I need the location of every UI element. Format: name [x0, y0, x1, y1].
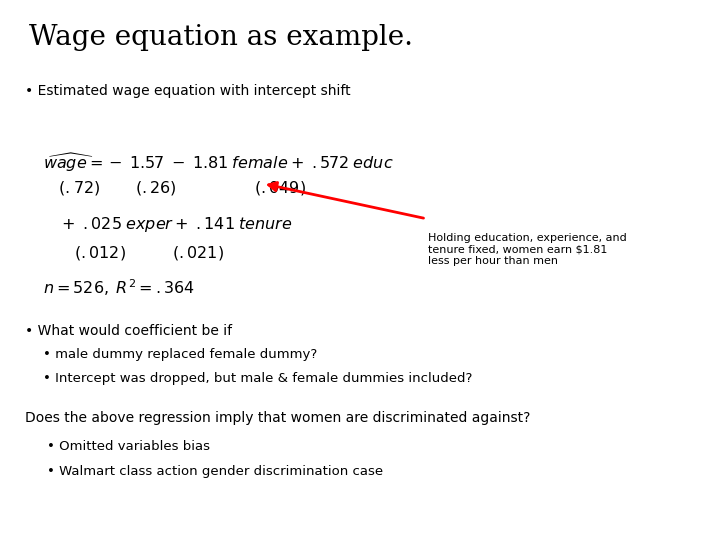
Text: $n = 526,\; R^2 = .364$: $n = 526,\; R^2 = .364$ — [43, 277, 195, 298]
Text: • What would coefficient be if: • What would coefficient be if — [25, 324, 233, 338]
Text: • Walmart class action gender discrimination case: • Walmart class action gender discrimina… — [47, 465, 383, 478]
Text: $\quad\quad(.012)\qquad\quad(.021)$: $\quad\quad(.012)\qquad\quad(.021)$ — [43, 244, 224, 262]
Text: Wage equation as example.: Wage equation as example. — [29, 24, 413, 51]
Text: $\quad(.72)\qquad\;(.26)\qquad\qquad\quad(.049)$: $\quad(.72)\qquad\;(.26)\qquad\qquad\qua… — [43, 179, 306, 197]
Text: • Intercept was dropped, but male & female dummies included?: • Intercept was dropped, but male & fema… — [43, 372, 472, 384]
Text: • male dummy replaced female dummy?: • male dummy replaced female dummy? — [43, 348, 318, 361]
Text: Does the above regression imply that women are discriminated against?: Does the above regression imply that wom… — [25, 411, 531, 426]
Text: • Estimated wage equation with intercept shift: • Estimated wage equation with intercept… — [25, 84, 351, 98]
Text: Holding education, experience, and
tenure fixed, women earn $1.81
less per hour : Holding education, experience, and tenur… — [428, 233, 627, 266]
Text: $\quad +\; .025\; exper +\; .141\; tenure$: $\quad +\; .025\; exper +\; .141\; tenur… — [43, 215, 293, 234]
Text: • Omitted variables bias: • Omitted variables bias — [47, 440, 210, 453]
Text: $\widehat{wage} = -\; 1.57\; -\; 1.81\; female +\; .572\; educ$: $\widehat{wage} = -\; 1.57\; -\; 1.81\; … — [43, 151, 394, 173]
